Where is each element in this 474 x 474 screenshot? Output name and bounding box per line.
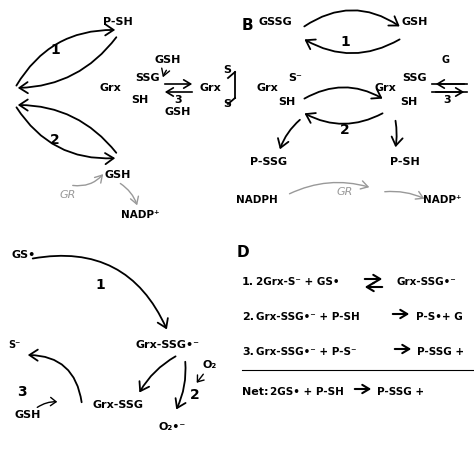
FancyArrowPatch shape	[17, 107, 114, 164]
FancyArrowPatch shape	[29, 350, 82, 402]
Text: 1: 1	[50, 43, 60, 57]
Text: 2.: 2.	[242, 312, 254, 322]
Text: O₂•⁻: O₂•⁻	[158, 422, 186, 432]
Text: GR: GR	[60, 190, 76, 200]
Text: Grx-SSG•⁻ + P-S⁻: Grx-SSG•⁻ + P-S⁻	[256, 347, 356, 357]
Text: O₂: O₂	[203, 360, 217, 370]
Text: 2Grx-S⁻ + GS•: 2Grx-S⁻ + GS•	[256, 277, 339, 287]
Text: Grx-SSG•⁻: Grx-SSG•⁻	[397, 277, 457, 287]
Text: Grx-SSG•⁻ + P-SH: Grx-SSG•⁻ + P-SH	[256, 312, 360, 322]
FancyArrowPatch shape	[290, 181, 368, 194]
Text: Grx-SSG•⁻: Grx-SSG•⁻	[136, 340, 200, 350]
Text: B: B	[242, 18, 254, 33]
Text: SH: SH	[278, 97, 296, 107]
Text: Grx: Grx	[99, 83, 121, 93]
FancyArrowPatch shape	[438, 80, 464, 88]
Text: NADPH: NADPH	[236, 195, 278, 205]
Text: GR: GR	[337, 187, 353, 197]
Text: SSG: SSG	[403, 73, 428, 83]
FancyArrowPatch shape	[17, 24, 114, 86]
FancyArrowPatch shape	[139, 356, 175, 391]
FancyArrowPatch shape	[385, 191, 423, 199]
FancyArrowPatch shape	[367, 283, 382, 291]
FancyArrowPatch shape	[392, 121, 402, 146]
Text: 3: 3	[17, 385, 27, 399]
FancyArrowPatch shape	[120, 183, 138, 204]
Text: GSH: GSH	[165, 107, 191, 117]
FancyArrowPatch shape	[365, 275, 380, 283]
Text: Net:: Net:	[242, 387, 268, 397]
FancyArrowPatch shape	[306, 113, 383, 124]
FancyArrowPatch shape	[278, 120, 300, 148]
FancyArrowPatch shape	[166, 88, 192, 96]
Text: Grx-SSG: Grx-SSG	[92, 400, 144, 410]
Text: S: S	[223, 99, 231, 109]
Text: 2: 2	[190, 388, 200, 402]
Text: P-S•+ G: P-S•+ G	[416, 312, 463, 322]
Text: S⁻: S⁻	[288, 73, 302, 83]
Text: 2: 2	[340, 123, 350, 137]
Text: P-SH: P-SH	[390, 157, 420, 167]
FancyArrowPatch shape	[19, 37, 116, 93]
Text: 1: 1	[95, 278, 105, 292]
Text: GSH: GSH	[402, 17, 428, 27]
Text: 3.: 3.	[242, 347, 254, 357]
Text: Grx: Grx	[256, 83, 278, 93]
FancyArrowPatch shape	[436, 88, 463, 96]
Text: NADP⁺: NADP⁺	[121, 210, 159, 220]
Text: P-SH: P-SH	[103, 17, 133, 27]
Text: GSH: GSH	[155, 55, 181, 65]
Text: G: G	[442, 55, 450, 65]
Text: 2: 2	[50, 133, 60, 147]
Text: S: S	[223, 65, 231, 75]
FancyArrowPatch shape	[162, 68, 170, 76]
Text: 3: 3	[174, 95, 182, 105]
FancyArrowPatch shape	[395, 345, 409, 353]
Text: P-SSG +: P-SSG +	[377, 387, 424, 397]
FancyArrowPatch shape	[33, 256, 168, 328]
FancyArrowPatch shape	[306, 39, 400, 53]
FancyArrowPatch shape	[197, 374, 204, 382]
Text: S⁻: S⁻	[8, 340, 20, 350]
Text: GSH: GSH	[15, 410, 41, 420]
Text: SSG: SSG	[136, 73, 160, 83]
Text: SH: SH	[401, 97, 418, 107]
FancyArrowPatch shape	[175, 362, 186, 408]
Text: SH: SH	[131, 95, 149, 105]
FancyArrowPatch shape	[304, 10, 398, 27]
Text: NADP⁺: NADP⁺	[423, 195, 461, 205]
FancyArrowPatch shape	[304, 87, 381, 99]
Text: GS•: GS•	[12, 250, 36, 260]
Text: P-SSG +: P-SSG +	[417, 347, 464, 357]
Text: P-SSG: P-SSG	[250, 157, 288, 167]
Text: D: D	[237, 245, 250, 260]
Text: 1.: 1.	[242, 277, 254, 287]
Text: GSSG: GSSG	[258, 17, 292, 27]
Text: 3: 3	[443, 95, 451, 105]
FancyArrowPatch shape	[37, 397, 56, 407]
Text: 1: 1	[340, 35, 350, 49]
Text: GSH: GSH	[105, 170, 131, 180]
FancyArrowPatch shape	[73, 175, 102, 186]
Text: Grx: Grx	[374, 83, 396, 93]
Text: Grx: Grx	[199, 83, 221, 93]
Text: 2GS• + P-SH: 2GS• + P-SH	[270, 387, 344, 397]
FancyArrowPatch shape	[165, 80, 191, 88]
FancyArrowPatch shape	[19, 100, 116, 153]
FancyArrowPatch shape	[393, 310, 407, 318]
FancyArrowPatch shape	[355, 385, 369, 393]
